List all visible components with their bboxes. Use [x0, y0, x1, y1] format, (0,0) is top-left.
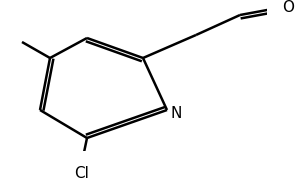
Text: N: N: [171, 106, 182, 120]
Text: O: O: [282, 1, 294, 15]
Text: Cl: Cl: [75, 166, 89, 181]
